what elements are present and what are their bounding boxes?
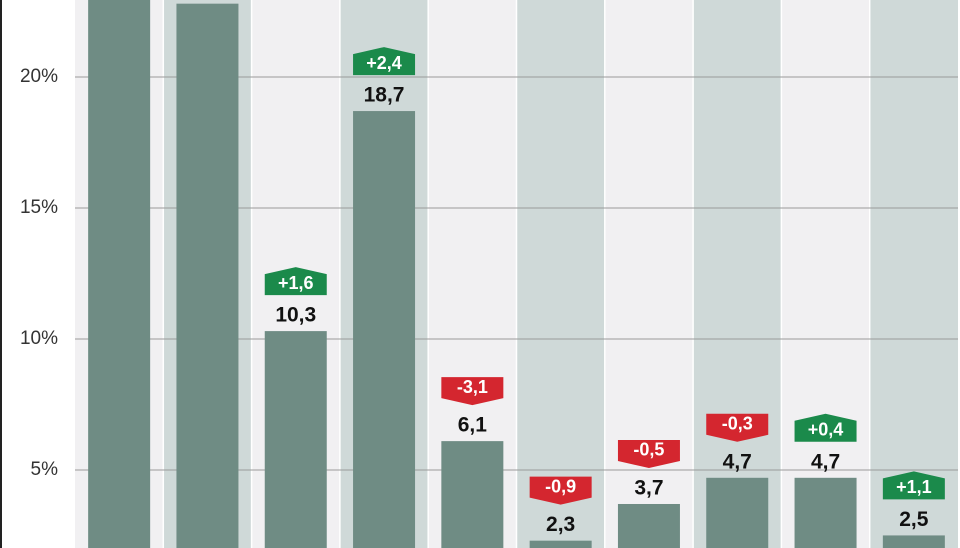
value-label: 2,3 [546,513,575,536]
value-label: 18,7 [364,84,405,107]
y-tick-label: 5% [31,459,59,480]
change-label: +0,4 [808,420,844,440]
change-badge [882,471,945,500]
bar [706,477,769,548]
bar [794,477,857,548]
value-label: 4,7 [811,450,840,473]
change-badge [353,47,416,76]
change-label: -0,9 [545,476,576,496]
change-badge [706,413,769,442]
frame-edge [0,0,2,548]
bar [176,3,239,548]
change-badge [441,377,504,406]
bar [353,111,416,548]
change-label: +2,4 [366,53,402,73]
change-label: +1,6 [278,273,314,293]
column-background [516,0,605,548]
bar [264,331,327,548]
bar [617,503,680,548]
column-background [693,0,782,548]
bar [529,540,592,548]
bar [882,535,945,548]
change-badge [794,413,857,442]
change-label: +1,1 [896,477,932,497]
value-label: 4,7 [723,450,752,473]
change-label: -0,5 [633,440,664,460]
change-label: -3,1 [457,377,488,397]
bar [441,441,504,548]
change-badge [529,476,592,505]
change-label: -0,3 [722,414,753,434]
value-label: 2,5 [899,508,929,531]
change-badge [617,439,680,468]
y-tick-label: 20% [20,66,58,87]
y-tick-label: 10% [20,328,58,349]
change-badge [264,267,327,296]
value-label: 3,7 [634,477,663,500]
y-tick-label: 15% [20,197,58,218]
column-background [869,0,958,548]
bar [88,0,151,548]
column-background [781,0,870,548]
value-label: 6,1 [458,414,488,437]
value-label: 10,3 [275,304,316,327]
